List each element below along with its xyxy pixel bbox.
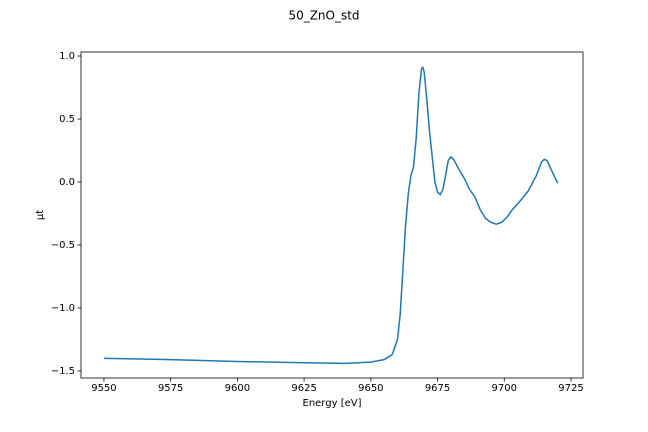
y-tick-label: −1.5 xyxy=(51,366,75,377)
x-axis-label: Energy [eV] xyxy=(303,398,362,409)
y-axis-label: μt xyxy=(35,210,46,220)
x-tick-label: 9675 xyxy=(425,383,450,394)
x-tick-label: 9725 xyxy=(558,383,583,394)
y-tick-label: 1.0 xyxy=(59,51,75,62)
data-line xyxy=(103,65,559,365)
y-tick-label: −1.0 xyxy=(51,303,75,314)
x-tick-label: 9600 xyxy=(225,383,250,394)
x-tick-label: 9650 xyxy=(358,383,383,394)
x-tick-label: 9575 xyxy=(158,383,183,394)
y-tick-label: 0.0 xyxy=(59,177,75,188)
y-tick-label: −0.5 xyxy=(51,240,75,251)
y-tick-label: 0.5 xyxy=(59,114,75,125)
chart-title: 50_ZnO_std xyxy=(288,9,359,23)
axes-frame xyxy=(80,51,584,379)
x-tick-label: 9700 xyxy=(492,383,517,394)
x-tick-label: 9625 xyxy=(291,383,316,394)
x-tick-label: 9550 xyxy=(91,383,116,394)
